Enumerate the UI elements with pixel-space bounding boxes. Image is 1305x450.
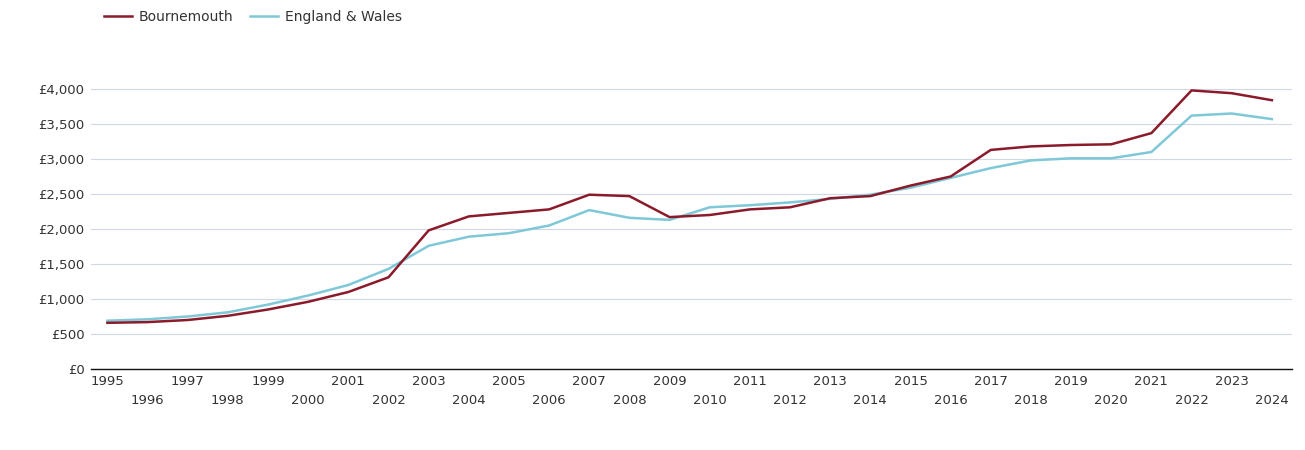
Bournemouth: [1224, 90, 1240, 96]
Bournemouth: [662, 214, 677, 220]
Bournemouth: [702, 212, 718, 218]
Bournemouth: [99, 320, 115, 325]
England & Wales: [140, 317, 155, 322]
Bournemouth: [1143, 130, 1159, 136]
Bournemouth: [942, 174, 958, 179]
England & Wales: [782, 200, 797, 205]
Bournemouth: [501, 210, 517, 216]
Bournemouth: [983, 147, 998, 153]
England & Wales: [1143, 149, 1159, 155]
England & Wales: [542, 223, 557, 228]
Bournemouth: [1104, 142, 1120, 147]
England & Wales: [582, 207, 598, 213]
England & Wales: [1224, 111, 1240, 116]
Bournemouth: [1064, 142, 1079, 148]
England & Wales: [180, 314, 196, 319]
England & Wales: [99, 318, 115, 324]
England & Wales: [822, 196, 838, 202]
England & Wales: [1104, 156, 1120, 161]
Bournemouth: [1265, 98, 1280, 103]
Bournemouth: [743, 207, 758, 212]
England & Wales: [260, 302, 275, 307]
Bournemouth: [420, 228, 436, 233]
England & Wales: [300, 293, 316, 298]
England & Wales: [420, 243, 436, 248]
England & Wales: [743, 202, 758, 208]
Bournemouth: [822, 195, 838, 201]
England & Wales: [341, 282, 356, 288]
England & Wales: [621, 215, 637, 220]
England & Wales: [1184, 113, 1199, 118]
England & Wales: [662, 217, 677, 223]
Bournemouth: [542, 207, 557, 212]
England & Wales: [1023, 158, 1039, 163]
Bournemouth: [140, 320, 155, 325]
England & Wales: [501, 230, 517, 236]
Line: Bournemouth: Bournemouth: [107, 90, 1272, 323]
Bournemouth: [461, 214, 476, 219]
England & Wales: [221, 310, 236, 315]
England & Wales: [1064, 156, 1079, 161]
Bournemouth: [221, 313, 236, 319]
Bournemouth: [381, 274, 397, 280]
England & Wales: [983, 166, 998, 171]
Bournemouth: [863, 194, 878, 199]
Bournemouth: [621, 194, 637, 199]
Bournemouth: [180, 317, 196, 323]
England & Wales: [942, 175, 958, 180]
Line: England & Wales: England & Wales: [107, 113, 1272, 321]
Bournemouth: [341, 289, 356, 295]
Bournemouth: [1184, 88, 1199, 93]
England & Wales: [903, 185, 919, 190]
England & Wales: [461, 234, 476, 239]
Bournemouth: [1023, 144, 1039, 149]
Bournemouth: [582, 192, 598, 198]
Bournemouth: [903, 183, 919, 188]
Legend: Bournemouth, England & Wales: Bournemouth, England & Wales: [98, 4, 407, 29]
England & Wales: [381, 266, 397, 272]
England & Wales: [702, 205, 718, 210]
Bournemouth: [782, 205, 797, 210]
England & Wales: [1265, 117, 1280, 122]
Bournemouth: [300, 299, 316, 305]
Bournemouth: [260, 307, 275, 312]
England & Wales: [863, 192, 878, 198]
